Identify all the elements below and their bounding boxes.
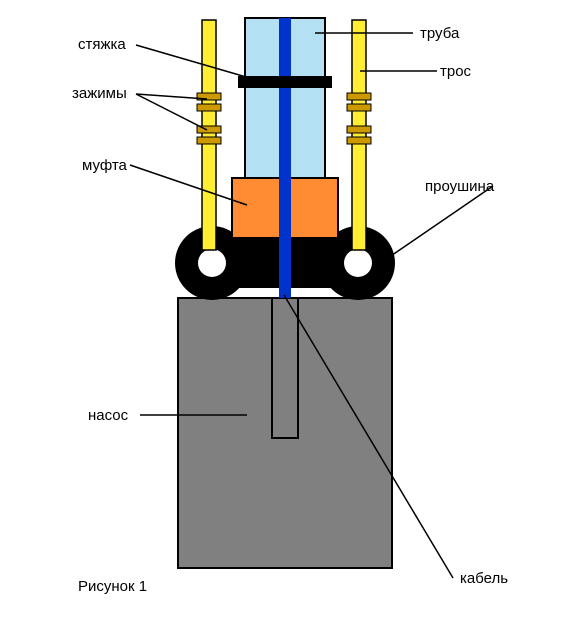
clamp-small [347, 137, 371, 144]
label-kabel: кабель [460, 570, 508, 587]
lug-left-hole [198, 249, 226, 277]
label-proushina: проушина [425, 178, 494, 195]
lug-right-hole [344, 249, 372, 277]
rope-left [202, 20, 216, 250]
clamp-small [347, 126, 371, 133]
clamp-band [238, 76, 332, 88]
clamp-small [347, 93, 371, 100]
label-nasos: насос [88, 407, 128, 424]
leader-line [136, 94, 207, 99]
rope-right [352, 20, 366, 250]
leader-line [130, 165, 247, 205]
pump-slot [272, 298, 298, 438]
label-styazhka: стяжка [78, 36, 126, 53]
clamp-small [347, 104, 371, 111]
leader-line [136, 45, 260, 81]
clamp-small [197, 104, 221, 111]
diagram: стяжка труба зажимы трос муфта проушина … [0, 0, 566, 630]
cable [279, 18, 291, 298]
label-zazhimy: зажимы [72, 85, 127, 102]
label-truba: труба [420, 25, 459, 42]
leader-line [385, 186, 493, 260]
clamp-small [197, 137, 221, 144]
leader-line [136, 94, 207, 130]
label-tros: трос [440, 63, 471, 80]
figure-caption: Рисунок 1 [78, 578, 147, 595]
label-mufta: муфта [82, 157, 127, 174]
